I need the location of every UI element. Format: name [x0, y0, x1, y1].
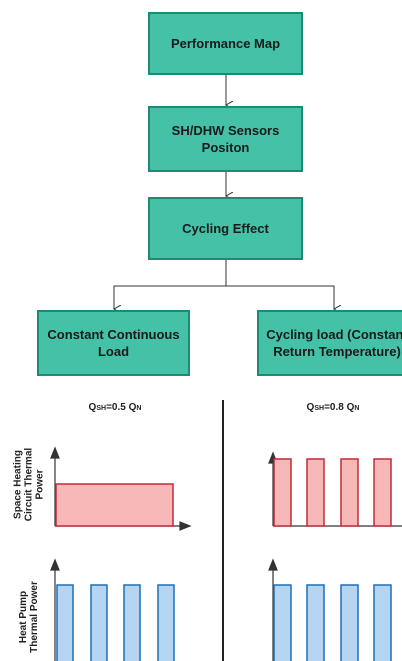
load-block [55, 483, 174, 527]
arrow [114, 260, 227, 309]
node: Cycling load (Constant Return Temperatur… [257, 310, 402, 376]
title-sub: SH [96, 405, 107, 412]
load-pulse [340, 458, 359, 527]
arrow [226, 285, 334, 309]
title-part: Q [88, 402, 97, 413]
title-sub: N [136, 405, 142, 412]
hp-pulse [373, 584, 392, 661]
load-pulse [306, 458, 325, 527]
load-pulse [273, 458, 292, 527]
title-part: Q [306, 402, 315, 413]
node: Constant Continuous Load [37, 310, 190, 376]
axis-arrow [50, 446, 60, 459]
axis-arrow [268, 558, 278, 571]
hp-pulse [340, 584, 359, 661]
title-part: =0.8 Q [324, 402, 355, 413]
axis-arrow [50, 558, 60, 571]
panel-title: QSH=0.8 QN [307, 402, 360, 413]
hp-pulse [157, 584, 175, 661]
load-pulse [373, 458, 392, 527]
title-sub: SH [314, 405, 325, 412]
node: Performance Map [148, 12, 303, 75]
node: Cycling Effect [148, 197, 303, 260]
hp-pulse [123, 584, 141, 661]
hp-pulse [56, 584, 74, 661]
panel-title: QSH=0.5 QN [89, 402, 142, 413]
title-sub: N [354, 405, 360, 412]
axis-arrow [179, 521, 192, 531]
hp-pulse [306, 584, 325, 661]
y-label: Heat Pump Thermal Power [18, 581, 40, 653]
y-label: Space Heating Circuit Thermal Power [12, 447, 46, 522]
hp-pulse [90, 584, 108, 661]
node: SH/DHW Sensors Positon [148, 106, 303, 172]
hp-pulse [273, 584, 292, 661]
title-part: =0.5 Q [106, 402, 137, 413]
